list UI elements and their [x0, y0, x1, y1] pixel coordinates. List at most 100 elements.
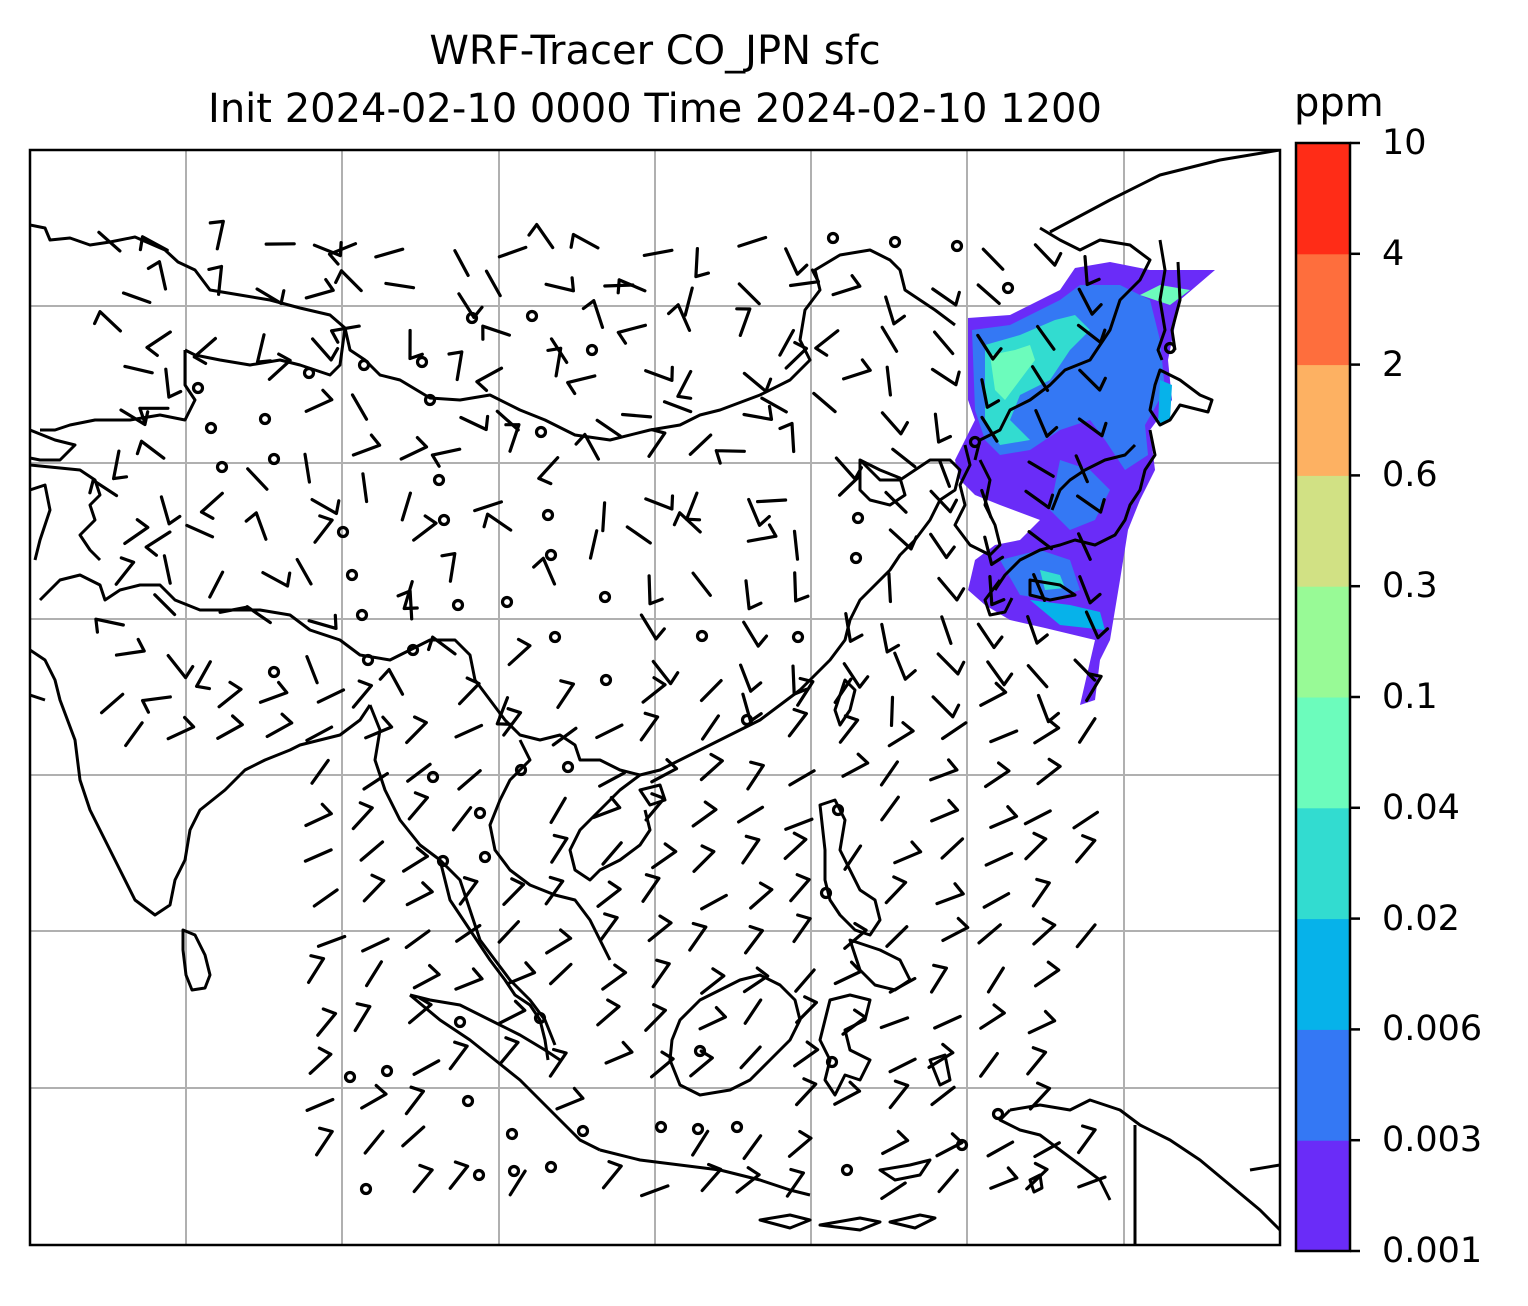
calm-wind-marker [191, 381, 205, 395]
colorbar-tick-label: 0.003 [1382, 1120, 1483, 1161]
calm-wind-marker [599, 673, 613, 687]
wind-barb [361, 472, 369, 504]
wind-barb [714, 449, 746, 465]
wind-barb [930, 798, 960, 823]
wind-barb [888, 976, 917, 994]
calm-wind-marker [544, 548, 558, 562]
wind-barb [138, 406, 170, 423]
wind-barb [454, 723, 484, 739]
calm-wind-marker [576, 1124, 590, 1138]
calm-wind-marker [514, 763, 528, 777]
wind-barb [507, 637, 532, 667]
wind-barb [930, 367, 961, 387]
wind-barb [744, 924, 764, 955]
wind-barb [351, 679, 373, 709]
wind-barb [796, 676, 815, 707]
calm-wind-marker [258, 412, 272, 426]
wind-barb [185, 523, 215, 539]
wind-barb [814, 329, 840, 357]
wind-barb [405, 881, 434, 907]
wind-barb [930, 1085, 956, 1107]
wind-barb [374, 247, 405, 259]
wind-barb [884, 490, 908, 514]
calm-wind-marker [1163, 341, 1177, 355]
calm-wind-marker [819, 886, 833, 900]
wind-barb [793, 571, 810, 603]
wind-barb [601, 501, 607, 533]
wind-barb [1026, 1046, 1048, 1076]
wind-barb [1073, 658, 1097, 682]
wind-barb [879, 760, 899, 787]
wind-barb [195, 660, 212, 691]
wind-barb [833, 677, 853, 704]
calm-wind-marker [500, 595, 514, 609]
wind-barb [640, 1184, 670, 1198]
wind-barb [986, 660, 1014, 687]
wind-barb [307, 613, 338, 630]
wind-barb [218, 605, 250, 614]
wind-barb [304, 278, 335, 300]
wind-barb [983, 535, 1005, 566]
wind-barb [1034, 409, 1059, 438]
wind-barb [88, 478, 119, 498]
wind-barb [788, 769, 816, 787]
wind-barb [401, 1125, 426, 1148]
wind-barb [778, 328, 795, 357]
wind-barb [601, 841, 623, 866]
wind-barb [405, 715, 428, 745]
wind-barb [838, 714, 860, 744]
wind-barb [880, 622, 901, 654]
calm-wind-marker [478, 850, 492, 864]
wind-barb [986, 1140, 1015, 1158]
calm-wind-marker [654, 1120, 668, 1134]
wind-barb [453, 249, 470, 277]
wind-barb [216, 714, 244, 740]
wind-barb [1077, 1124, 1097, 1155]
wind-barb [566, 374, 597, 396]
calm-wind-marker [598, 590, 612, 604]
calm-wind-marker [507, 1164, 521, 1178]
wind-barb [1075, 834, 1097, 864]
calm-wind-marker [1001, 281, 1015, 295]
wind-barb [1034, 960, 1061, 988]
wind-barb [844, 612, 864, 643]
wind-barb [430, 447, 462, 468]
wind-barb [153, 593, 177, 617]
colorbar-tick-label: 2 [1382, 344, 1405, 385]
wind-barb [941, 916, 970, 942]
wind-barb [784, 341, 808, 370]
wind-barb [551, 726, 578, 747]
calm-wind-marker [359, 1182, 373, 1196]
tracer-plume [955, 262, 1215, 705]
wind-barb [982, 892, 1011, 909]
wind-barb [1077, 532, 1092, 561]
wind-barb [1078, 368, 1107, 392]
calm-wind-marker [453, 1015, 467, 1029]
wind-barb [937, 458, 951, 488]
wind-barb [625, 525, 652, 545]
wind-barb [833, 1080, 862, 1106]
wind-barb [304, 802, 333, 828]
wind-barb [644, 365, 674, 382]
wind-barb [976, 622, 1004, 650]
calm-wind-marker [336, 525, 350, 539]
wind-barb [650, 758, 679, 784]
wind-barb [497, 920, 520, 944]
wind-barb [676, 369, 693, 400]
wind-barb [458, 676, 481, 706]
wind-barb [138, 235, 169, 252]
wind-barb [742, 620, 769, 648]
wind-barb [742, 966, 770, 994]
wind-barb [135, 439, 166, 460]
wind-barb [1033, 1141, 1061, 1159]
wind-barb [295, 557, 313, 586]
wind-barb [880, 1181, 907, 1200]
wind-barb [94, 617, 125, 634]
wind-barb [843, 844, 863, 871]
wind-barb [100, 692, 125, 715]
wind-barb [688, 921, 708, 952]
calm-wind-marker [472, 1168, 486, 1182]
calm-wind-marker [355, 608, 369, 622]
wind-barb [789, 268, 820, 288]
wind-barb [146, 260, 168, 291]
